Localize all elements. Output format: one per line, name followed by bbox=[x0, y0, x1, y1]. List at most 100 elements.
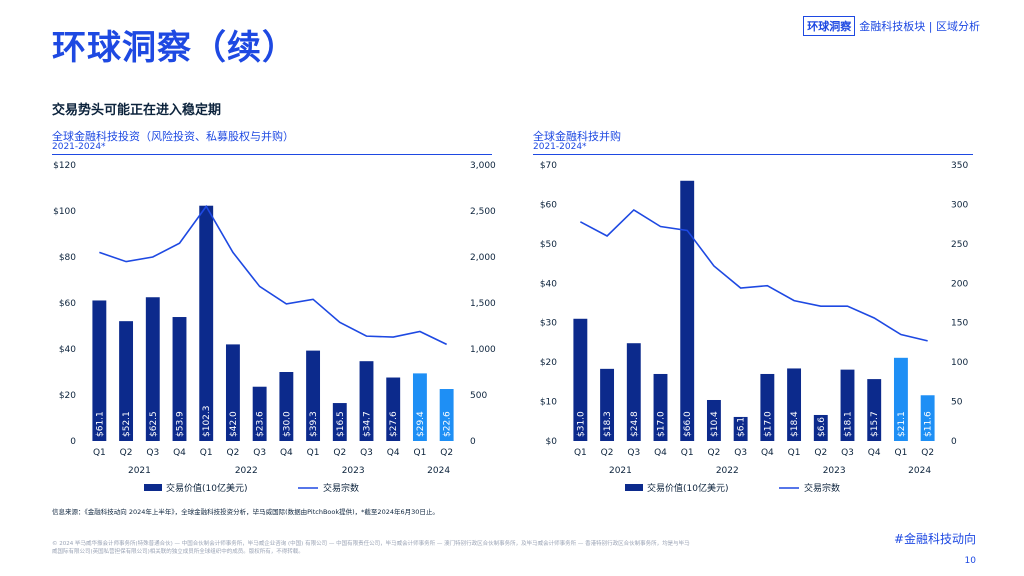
chart2-right-tick: 0 bbox=[951, 437, 957, 447]
chart1-x-tick: Q4 bbox=[280, 448, 293, 458]
chart1-bar bbox=[172, 317, 187, 441]
chart1-bar bbox=[279, 372, 294, 441]
chart2-bar bbox=[626, 343, 641, 441]
chart2-left-tick: $0 bbox=[546, 437, 558, 447]
chart2-bar-label: $18.4 bbox=[790, 411, 800, 437]
chart2-bar bbox=[787, 368, 802, 441]
chart2-x-tick: Q4 bbox=[654, 448, 667, 458]
chart2-right-tick: 50 bbox=[951, 398, 963, 408]
chart2-bar bbox=[867, 379, 882, 441]
chart1-bar bbox=[199, 205, 214, 441]
chart1-bar-label: $53.9 bbox=[176, 411, 186, 437]
chart2-year-label: 2023 bbox=[823, 466, 846, 476]
legal-notice: © 2024 毕马威华振会计师事务所(特殊普通合伙) — 中国合伙制会计师事务所… bbox=[52, 541, 690, 555]
chart2-rule bbox=[533, 154, 973, 155]
chart1-x-tick: Q3 bbox=[360, 448, 373, 458]
chart1-bar bbox=[92, 300, 107, 441]
chart2-year-label: 2021 bbox=[609, 466, 632, 476]
chart2-bar-label: $24.8 bbox=[630, 411, 640, 437]
chart2-bar bbox=[573, 318, 588, 441]
section-tag-text: 金融科技板块 | 区域分析 bbox=[859, 20, 980, 33]
chart1-x-tick: Q1 bbox=[200, 448, 213, 458]
chart1-x-tick: Q1 bbox=[307, 448, 320, 458]
chart2-bar-label: $6.6 bbox=[817, 417, 827, 437]
chart2-left-tick: $20 bbox=[540, 358, 557, 368]
chart1-x-tick: Q2 bbox=[120, 448, 133, 458]
chart1-bar bbox=[386, 377, 401, 441]
chart2-legend-bar-swatch bbox=[625, 484, 643, 491]
chart2-left-tick: $50 bbox=[540, 240, 557, 250]
chart1-x-tick: Q3 bbox=[146, 448, 159, 458]
chart1-bar bbox=[225, 344, 240, 441]
chart1-bar-label: $16.5 bbox=[336, 411, 346, 437]
chart1-legend-line-label: 交易宗数 bbox=[323, 482, 359, 494]
chart2-bar-label: $10.4 bbox=[710, 411, 720, 437]
chart2-left-tick: $10 bbox=[540, 398, 557, 408]
page-title: 环球洞察（续） bbox=[52, 28, 297, 68]
chart1-bar bbox=[119, 321, 134, 441]
chart2-left-tick: $30 bbox=[540, 319, 557, 329]
chart1-x-tick: Q1 bbox=[93, 448, 106, 458]
chart1-rule bbox=[52, 154, 492, 155]
chart1-year-label: 2024 bbox=[427, 466, 450, 476]
chart2-count-line bbox=[579, 208, 928, 342]
page-number: 10 bbox=[964, 556, 976, 566]
chart1-bar bbox=[359, 361, 374, 441]
page-subtitle: 交易势头可能正在进入稳定期 bbox=[52, 103, 222, 118]
chart2-bar-label: $15.7 bbox=[870, 411, 880, 437]
chart2-year-label: 2024 bbox=[908, 466, 931, 476]
chart2-bar-label: $17.0 bbox=[763, 411, 773, 437]
chart1-right-tick: 2,000 bbox=[470, 253, 496, 263]
chart1-left-tick: $40 bbox=[59, 345, 76, 355]
source-note: 信息来源：《金融科技动向 2024年上半年》，全球金融科技投资分析，毕马威国际(… bbox=[52, 508, 439, 516]
chart1-right-tick: 500 bbox=[470, 391, 487, 401]
chart2-left-tick: $40 bbox=[540, 279, 557, 289]
chart2-legend-line-label: 交易宗数 bbox=[804, 482, 840, 494]
chart1-bar-label: $102.3 bbox=[202, 406, 212, 438]
chart1-bar bbox=[252, 386, 267, 441]
chart1-bar bbox=[412, 373, 427, 441]
chart1-title: 全球金融科技投资（风险投资、私募股权与并购） bbox=[52, 130, 294, 143]
chart1-x-tick: Q4 bbox=[173, 448, 186, 458]
chart2-bar bbox=[840, 369, 855, 441]
chart1-right-tick: 1,000 bbox=[470, 345, 496, 355]
chart2-bar-label: $11.6 bbox=[924, 411, 934, 437]
chart2-x-tick: Q1 bbox=[574, 448, 587, 458]
chart2-bar bbox=[706, 399, 721, 441]
chart2-bar bbox=[813, 414, 828, 441]
chart2-bar bbox=[893, 357, 908, 441]
chart2-bar bbox=[760, 373, 775, 441]
chart2-right-tick: 350 bbox=[951, 161, 968, 171]
chart1-x-tick: Q2 bbox=[227, 448, 240, 458]
chart1-x-tick: Q2 bbox=[333, 448, 346, 458]
chart2-year-label: 2022 bbox=[716, 466, 739, 476]
chart1-right-tick: 1,500 bbox=[470, 299, 496, 309]
chart1-right-tick: 3,000 bbox=[470, 161, 496, 171]
chart1-left-tick: $80 bbox=[59, 253, 76, 263]
chart2-bar-label: $17.0 bbox=[657, 411, 667, 437]
chart2-bar-label: $18.3 bbox=[603, 411, 613, 437]
chart2-bar bbox=[920, 395, 935, 441]
chart2-bar-label: $31.0 bbox=[576, 411, 586, 437]
chart2-bar bbox=[680, 180, 695, 441]
chart2-right-tick: 100 bbox=[951, 358, 968, 368]
chart1-bar bbox=[145, 297, 160, 441]
chart1-subtitle: 2021-2024* bbox=[52, 142, 106, 152]
chart1-bar-label: $52.1 bbox=[122, 411, 132, 437]
chart2-right-tick: 300 bbox=[951, 200, 968, 210]
chart2-x-tick: Q3 bbox=[627, 448, 640, 458]
chart1-x-tick: Q3 bbox=[253, 448, 266, 458]
chart1-bar-label: $39.3 bbox=[309, 411, 319, 437]
chart1-bar-label: $23.6 bbox=[256, 411, 266, 437]
chart2-x-tick: Q2 bbox=[921, 448, 934, 458]
section-tag-box: 环球洞察 bbox=[803, 16, 856, 36]
chart1-bar-label: $61.1 bbox=[95, 411, 105, 437]
fintech-ma-chart: $70 $60 $50 $40 $30 $20 $10 $0 350 300 250 200 150 10… bbox=[540, 161, 969, 494]
chart1-year-label: 2023 bbox=[342, 466, 365, 476]
chart1-x-tick: Q2 bbox=[440, 448, 453, 458]
chart2-bar-label: $21.1 bbox=[897, 411, 907, 437]
chart1-legend-bar-swatch bbox=[144, 484, 162, 491]
section-tag: 环球洞察 金融科技板块 | 区域分析 bbox=[803, 16, 980, 36]
chart1-left-tick: $20 bbox=[59, 391, 76, 401]
chart1-count-line bbox=[99, 204, 447, 346]
